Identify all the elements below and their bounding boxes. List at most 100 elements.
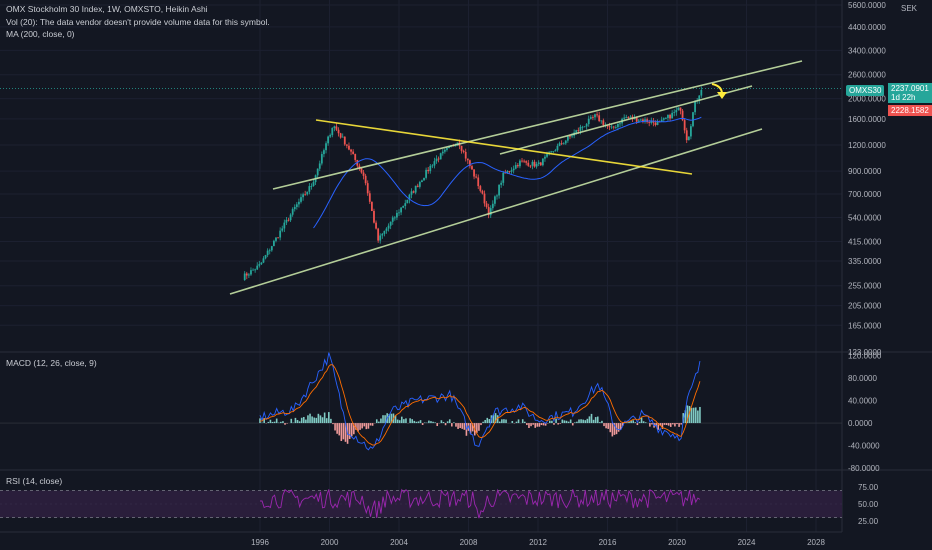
macd-histogram-bar [342,423,345,440]
candle-body [529,165,532,167]
macd-histogram-bar [690,407,693,424]
candle-body [600,120,603,122]
price-tick-label: 415.0000 [848,237,882,246]
price-tick-label: 255.0000 [848,282,882,291]
candle-body [345,144,348,146]
time-tick-label: 2008 [460,538,478,547]
candle-body [435,158,438,162]
price-tick-label: 2000.0000 [848,95,886,104]
candle-body [485,203,488,207]
macd-histogram-bar [375,419,378,424]
macd-histogram-bar [551,420,553,424]
macd-histogram-bar [569,419,572,424]
candle-body [664,117,667,119]
candle-body [589,117,592,119]
arrow-head-icon [717,92,727,99]
candle-body [348,145,350,150]
candle-body [316,168,319,176]
macd-tick-label: 0.0000 [848,419,873,428]
macd-histogram-bar [451,423,453,427]
candle-body [539,162,542,166]
macd-histogram-bar [528,423,530,428]
macd-tick-label: 80.0000 [848,374,877,383]
macd-histogram-bar [619,423,622,430]
candle-body [379,235,382,241]
macd-histogram-bar [540,423,543,426]
macd-histogram-bar [461,423,464,429]
candle-body [537,162,540,164]
macd-histogram-bar [563,420,566,424]
macd-histogram-bar [444,423,447,426]
candle-body [660,119,663,122]
candle-body [441,151,444,154]
candle-body [425,169,428,178]
macd-histogram-bar [296,420,299,424]
macd-histogram-bar [294,417,297,424]
macd-histogram-bar [555,418,557,424]
macd-histogram-bar [300,417,303,424]
macd-histogram-bar [384,415,386,424]
macd-histogram-bar [411,419,414,424]
candle-body [494,196,496,204]
candle-body [675,110,678,113]
symbol-badge[interactable]: OMXS30 [846,85,885,96]
macd-histogram-bar [280,421,282,424]
candle-body [479,186,482,191]
macd-histogram-bar [463,423,466,430]
macd-histogram-bar [469,423,472,434]
candle-body [477,177,480,187]
candle-body [414,185,417,193]
candle-body [402,205,405,208]
macd-histogram-bar [446,421,449,424]
macd-histogram-bar [330,418,332,424]
macd-histogram-bar [409,418,411,424]
macd-histogram-bar [649,423,651,427]
candle-body [464,151,467,159]
candle-body [619,123,621,125]
macd-histogram-bar [607,423,609,429]
candle-body [281,228,284,231]
candle-body [623,117,626,119]
candle-body [483,193,486,204]
candle-body [350,149,352,152]
candle-body [254,269,257,271]
macd-histogram-bar [453,422,455,424]
candle-body [283,222,286,229]
candle-body [289,214,292,221]
macd-histogram-bar [325,418,328,424]
candle-body [404,203,407,206]
macd-histogram-bar [613,423,616,435]
macd-histogram-bar [699,406,701,424]
macd-histogram-bar [492,414,495,424]
macd-histogram-bar [638,421,641,424]
candle-body [546,154,548,157]
macd-histogram-bar [511,420,514,424]
macd-histogram-bar [365,423,368,430]
candle-body [310,186,313,187]
macd-histogram-bar [680,423,682,425]
candle-body [400,207,402,213]
candle-body [487,206,490,216]
macd-histogram-bar [269,419,272,424]
channel-upper-line [272,60,803,190]
macd-histogram-bar [371,423,374,426]
macd-histogram-bar [357,423,359,432]
candle-body [462,150,465,152]
candle-body [644,119,646,122]
macd-histogram-bar [419,420,422,424]
candle-body [585,124,588,127]
candle-body [443,149,446,152]
macd-histogram-bar [486,417,489,424]
candle-body [554,150,557,152]
macd-histogram-bar [553,423,555,425]
candle-body [366,183,369,194]
macd-histogram-bar [388,413,391,424]
macd-histogram-bar [567,421,570,424]
candle-body [598,115,601,122]
macd-histogram-bar [367,423,370,429]
macd-histogram-bar [580,419,582,424]
candle-body [489,208,492,216]
candle-body [592,117,594,118]
candle-body [320,154,323,164]
